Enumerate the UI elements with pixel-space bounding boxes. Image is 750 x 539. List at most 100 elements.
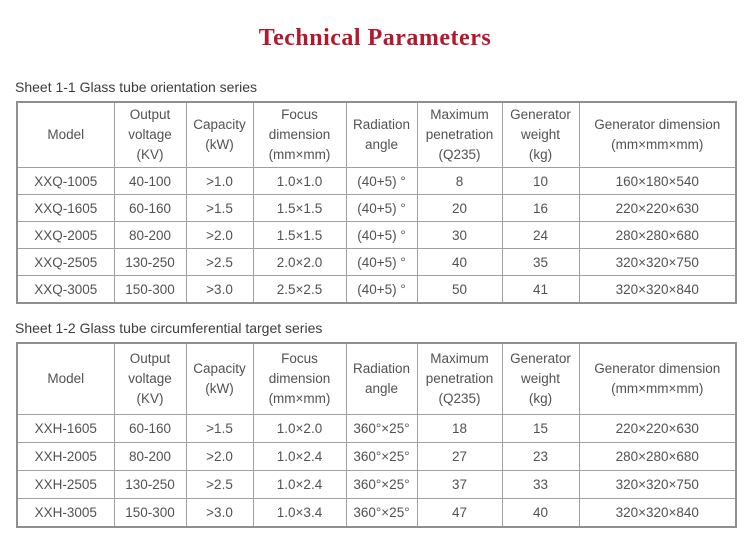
table-cell: >1.5 xyxy=(185,194,254,222)
table-cell: 80-200 xyxy=(113,442,187,471)
column-header: Generator dimension (mm×mm×mm) xyxy=(578,342,737,415)
table-cell: 360°×25° xyxy=(345,498,418,528)
table-cell: 360°×25° xyxy=(345,414,418,443)
table-cell: 41 xyxy=(501,275,580,304)
table-cell: XXQ-2005 xyxy=(16,221,115,249)
table-cell: XXQ-1605 xyxy=(16,194,115,222)
column-header: Generator weight (kg) xyxy=(501,101,580,168)
table-cell: 40-100 xyxy=(113,167,187,195)
column-header: Output voltage (KV) xyxy=(113,342,187,415)
column-header: Generator dimension (mm×mm×mm) xyxy=(578,101,737,168)
table-cell: 280×280×680 xyxy=(578,221,737,249)
table-cell: 80-200 xyxy=(113,221,187,249)
column-header: Model xyxy=(16,342,115,415)
table-cell: 35 xyxy=(501,248,580,276)
table-cell: 1.0×2.4 xyxy=(252,470,347,499)
table-cell: 47 xyxy=(416,498,503,528)
table-cell: 37 xyxy=(416,470,503,499)
column-header: Focus dimension (mm×mm) xyxy=(252,101,347,168)
table-cell: 220×220×630 xyxy=(578,194,737,222)
table-cell: (40+5) ° xyxy=(345,248,418,276)
table-row: XXQ-2005 80-200 >2.0 1.5×1.5 (40+5) ° 30 24 280… xyxy=(16,221,737,249)
table-cell: 8 xyxy=(416,167,503,195)
table-cell: 1.5×1.5 xyxy=(252,194,347,222)
table-cell: 280×280×680 xyxy=(578,442,737,471)
column-header: Capacity (kW) xyxy=(185,101,254,168)
table-cell: 24 xyxy=(501,221,580,249)
table-cell: 1.0×2.0 xyxy=(252,414,347,443)
table-cell: XXQ-1005 xyxy=(16,167,115,195)
table-cell: (40+5) ° xyxy=(345,194,418,222)
table-cell: 1.0×1.0 xyxy=(252,167,347,195)
table-cell: 15 xyxy=(501,414,580,443)
table-cell: 320×320×750 xyxy=(578,248,737,276)
table-cell: 220×220×630 xyxy=(578,414,737,443)
table-cell: 18 xyxy=(416,414,503,443)
table-cell: >2.0 xyxy=(185,221,254,249)
table-cell: 27 xyxy=(416,442,503,471)
table-cell: (40+5) ° xyxy=(345,275,418,304)
table-cell: 1.0×2.4 xyxy=(252,442,347,471)
table-cell: XXH-2005 xyxy=(16,442,115,471)
table-cell: >2.5 xyxy=(185,248,254,276)
table-cell: 160×180×540 xyxy=(578,167,737,195)
table-cell: 20 xyxy=(416,194,503,222)
page-title: Technical Parameters xyxy=(258,25,492,51)
table-cell: XXH-2505 xyxy=(16,470,115,499)
table-row: XXQ-3005 150-300 >3.0 2.5×2.5 (40+5) ° 50 41 32… xyxy=(16,275,737,304)
table-row: XXH-3005 150-300 >3.0 1.0×3.4 360°×25° 47 40 32… xyxy=(16,498,737,528)
column-header: Maximum penetration (Q235) xyxy=(416,342,503,415)
parameters-table-orientation: Model Output voltage (KV) Capacity (kW) Foc… xyxy=(16,101,737,304)
column-header: Capacity (kW) xyxy=(185,342,254,415)
table-cell: >2.0 xyxy=(185,442,254,471)
table-cell: (40+5) ° xyxy=(345,221,418,249)
table-cell: 2.5×2.5 xyxy=(252,275,347,304)
table-cell: 130-250 xyxy=(113,470,187,499)
table-cell: XXQ-2505 xyxy=(16,248,115,276)
table-cell: 150-300 xyxy=(113,275,187,304)
table-cell: >1.0 xyxy=(185,167,254,195)
table-cell: >3.0 xyxy=(185,498,254,528)
table-cell: XXQ-3005 xyxy=(16,275,115,304)
table-row: XXH-1605 60-160 >1.5 1.0×2.0 360°×25° 18 15 220… xyxy=(16,414,737,443)
table-row: XXQ-2505 130-250 >2.5 2.0×2.0 (40+5) ° 40 35 32… xyxy=(16,248,737,276)
column-header: Maximum penetration (Q235) xyxy=(416,101,503,168)
table-section-orientation: Sheet 1-1 Glass tube orientation series … xyxy=(0,79,750,304)
table-cell: 10 xyxy=(501,167,580,195)
table-cell: >3.0 xyxy=(185,275,254,304)
column-header: Model xyxy=(16,101,115,168)
table-cell: 60-160 xyxy=(113,194,187,222)
table-row: XXH-2005 80-200 >2.0 1.0×2.4 360°×25° 27 23 280… xyxy=(16,442,737,471)
table-cell: >2.5 xyxy=(185,470,254,499)
table-row: XXQ-1005 40-100 >1.0 1.0×1.0 (40+5) ° 8 10 160×… xyxy=(16,167,737,195)
table-cell: 320×320×750 xyxy=(578,470,737,499)
table-cell: 320×320×840 xyxy=(578,498,737,528)
table-cell: 16 xyxy=(501,194,580,222)
table-caption-sheet-1-1: Sheet 1-1 Glass tube orientation series xyxy=(15,79,258,95)
header-row: Model Output voltage (KV) Capacity (kW) Foc… xyxy=(16,342,737,415)
column-header: Radiation angle xyxy=(345,101,418,168)
column-header: Output voltage (KV) xyxy=(113,101,187,168)
table-cell: 1.0×3.4 xyxy=(252,498,347,528)
table-cell: 150-300 xyxy=(113,498,187,528)
table-cell: XXH-1605 xyxy=(16,414,115,443)
table-cell: (40+5) ° xyxy=(345,167,418,195)
table-cell: 23 xyxy=(501,442,580,471)
table-cell: XXH-3005 xyxy=(16,498,115,528)
table-cell: 360°×25° xyxy=(345,470,418,499)
table-cell: 30 xyxy=(416,221,503,249)
table-cell: 130-250 xyxy=(113,248,187,276)
table-cell: 40 xyxy=(416,248,503,276)
table-cell: >1.5 xyxy=(185,414,254,443)
column-header: Generator weight (kg) xyxy=(501,342,580,415)
table-cell: 40 xyxy=(501,498,580,528)
table-caption-sheet-1-2: Sheet 1-2 Glass tube circumferential tar… xyxy=(15,320,323,336)
table-cell: 2.0×2.0 xyxy=(252,248,347,276)
parameters-table-circumferential: Model Output voltage (KV) Capacity (kW) Foc… xyxy=(16,342,737,528)
table-cell: 60-160 xyxy=(113,414,187,443)
table-row: XXQ-1605 60-160 >1.5 1.5×1.5 (40+5) ° 20 16 220… xyxy=(16,194,737,222)
table-cell: 33 xyxy=(501,470,580,499)
table-cell: 360°×25° xyxy=(345,442,418,471)
table-section-circumferential: Sheet 1-2 Glass tube circumferential tar… xyxy=(0,320,750,528)
